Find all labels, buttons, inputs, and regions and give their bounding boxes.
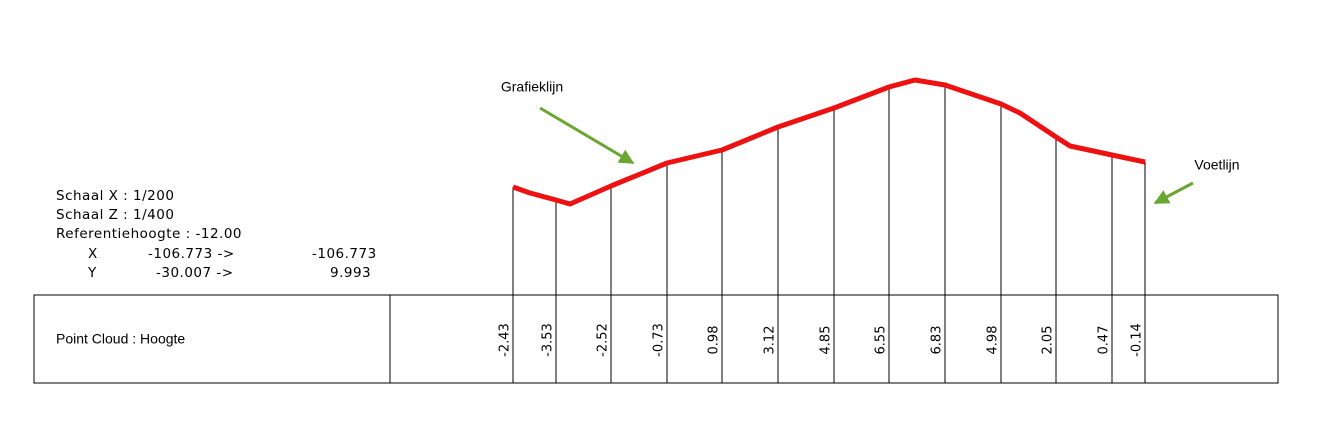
height-label: -0.14	[1130, 323, 1145, 357]
info-text: Schaal Z : 1/400	[56, 207, 174, 223]
height-label: 4.98	[986, 326, 1001, 355]
arrow	[1153, 181, 1194, 205]
info-text: Referentiehoogte : -12.00	[56, 226, 242, 242]
height-label: 0.47	[1097, 326, 1112, 355]
height-label: -0.73	[652, 323, 667, 357]
height-label: 6.55	[874, 326, 889, 355]
info-text: 9.993	[330, 265, 371, 281]
height-label: 6.83	[930, 326, 945, 355]
annotation: Grafieklijn	[501, 79, 563, 95]
height-label: 4.85	[819, 326, 834, 355]
graph-line	[512, 77, 1146, 207]
table-frame	[33, 294, 1279, 384]
info-text: -30.007 ->	[156, 265, 234, 281]
height-label: 3.12	[763, 326, 778, 355]
station-lines: -2.43 -3.53 -2.52 -0.73 0.98 3.12 4.85 6.55 6.83…	[498, 85, 1146, 383]
height-label: 2.05	[1041, 326, 1056, 355]
info-text: -106.773 ->	[148, 246, 235, 262]
height-label: 0.98	[707, 326, 722, 355]
height-label: -3.53	[541, 323, 556, 357]
height-label: -2.43	[498, 323, 513, 357]
height-label: -2.52	[596, 323, 611, 357]
info-text: X	[88, 246, 98, 262]
annotation: Voetlijn	[1194, 157, 1239, 173]
table-label: Point Cloud : Hoogte	[56, 331, 185, 347]
info-text: Schaal X : 1/200	[56, 188, 174, 204]
arrow	[539, 106, 635, 165]
info-text: -106.773	[312, 246, 377, 262]
info-text: Y	[87, 265, 97, 281]
